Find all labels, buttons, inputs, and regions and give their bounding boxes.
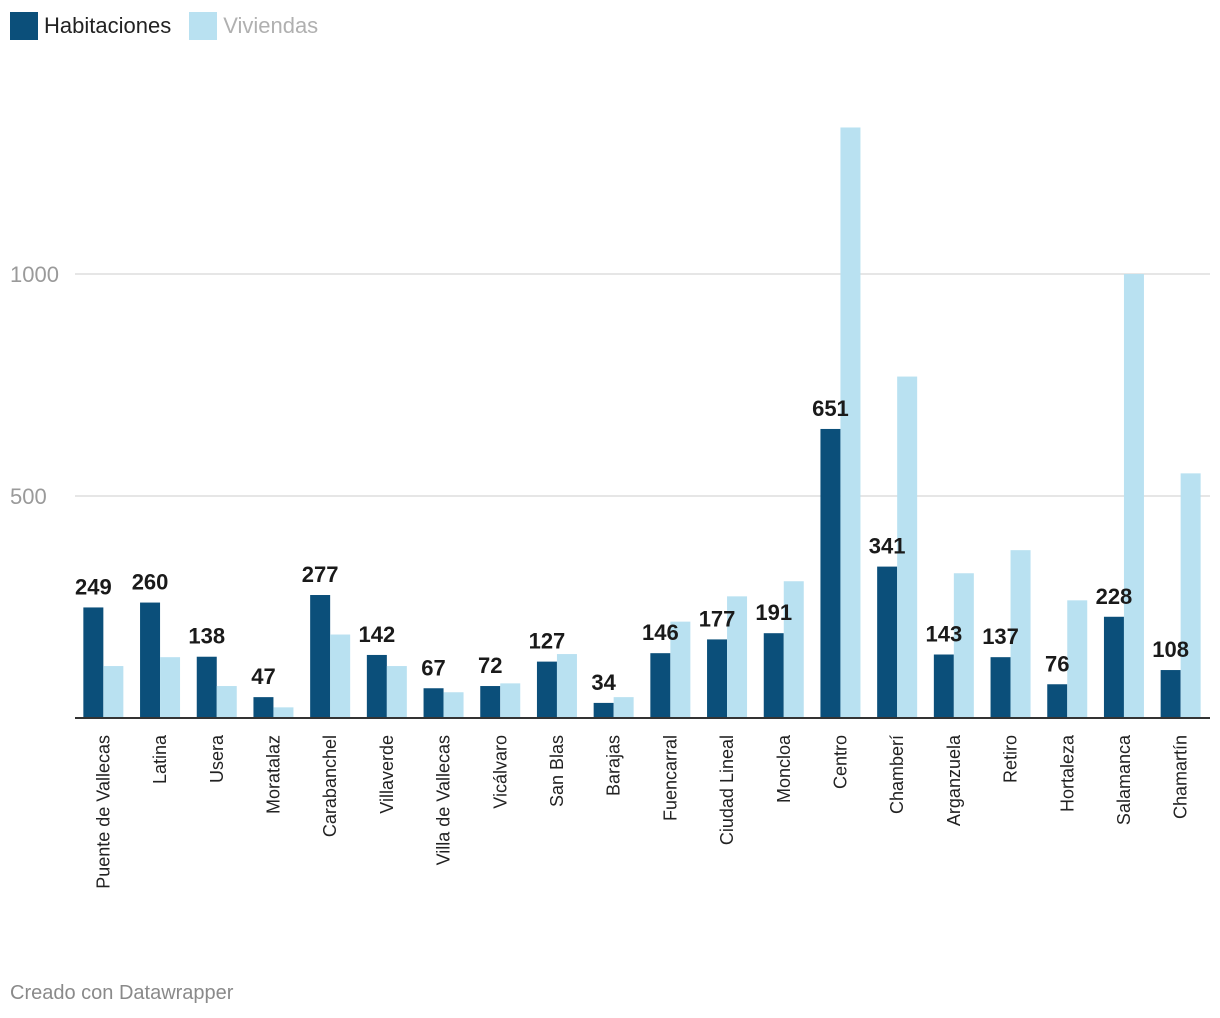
bar-habitaciones-retiro [990,657,1011,718]
bar-habitaciones-villa-de-vallecas [423,688,444,718]
bar-habitaciones-hortaleza [1047,684,1068,718]
legend-swatch-habitaciones [10,12,38,40]
bar-viviendas-fuencarral [670,621,691,718]
data-label-habitaciones-moratalaz: 47 [251,664,275,689]
x-tick-label-puente-de-vallecas: Puente de Vallecas [93,735,113,889]
bar-viviendas-chamberí [897,376,918,718]
bar-viviendas-ciudad-lineal [727,596,748,718]
bar-habitaciones-chamartín [1160,670,1181,718]
bar-viviendas-latina [160,657,181,718]
bar-habitaciones-san-blas [536,661,557,718]
bar-habitaciones-villaverde [366,654,387,718]
data-label-habitaciones-fuencarral: 146 [642,620,679,645]
data-label-habitaciones-salamanca: 228 [1096,584,1133,609]
bar-habitaciones-puente-de-vallecas [83,607,104,718]
y-tick-label-500: 500 [10,484,47,509]
legend: Habitaciones Viviendas [10,12,336,40]
bar-viviendas-moncloa [783,581,804,718]
bar-viviendas-moratalaz [273,707,294,718]
bar-viviendas-villa-de-vallecas [443,692,464,718]
bar-viviendas-retiro [1010,550,1031,718]
data-label-habitaciones-vicálvaro: 72 [478,653,502,678]
data-label-habitaciones-moncloa: 191 [755,600,792,625]
footer-credit: Creado con Datawrapper [10,982,234,1004]
bar-viviendas-barajas [613,697,634,718]
bar-viviendas-villaverde [386,666,407,718]
x-tick-label-moncloa: Moncloa [774,734,794,803]
data-label-habitaciones-carabanchel: 277 [302,562,339,587]
bar-viviendas-arganzuela [953,573,974,718]
bar-habitaciones-arganzuela [933,654,954,718]
bar-habitaciones-latina [140,602,161,718]
bar-viviendas-centro [840,127,861,719]
bar-viviendas-san-blas [556,654,577,718]
data-label-habitaciones-retiro: 137 [982,624,1019,649]
bar-viviendas-usera [216,686,237,718]
bar-habitaciones-salamanca [1103,616,1124,718]
bar-habitaciones-moncloa [763,633,784,718]
bar-viviendas-carabanchel [330,634,351,718]
x-tick-label-salamanca: Salamanca [1114,734,1134,825]
bar-habitaciones-ciudad-lineal [707,639,728,718]
data-label-habitaciones-latina: 260 [132,570,169,595]
bar-habitaciones-centro [820,428,841,718]
bar-habitaciones-chamberí [877,566,898,718]
bar-habitaciones-barajas [593,702,614,718]
data-label-habitaciones-usera: 138 [188,624,225,649]
x-tick-label-chamartín: Chamartín [1171,735,1191,819]
data-label-habitaciones-barajas: 34 [591,670,616,695]
x-tick-label-hortaleza: Hortaleza [1057,734,1077,812]
bar-habitaciones-usera [196,656,217,718]
bar-viviendas-salamanca [1123,274,1144,718]
legend-item-viviendas[interactable]: Viviendas [189,12,318,40]
x-tick-label-ciudad-lineal: Ciudad Lineal [717,735,737,845]
x-tick-label-san-blas: San Blas [547,735,567,807]
bar-habitaciones-vicálvaro [480,686,501,718]
x-tick-label-chamberí: Chamberí [887,735,907,814]
data-label-habitaciones-centro: 651 [812,396,849,421]
legend-label-viviendas: Viviendas [223,13,319,38]
bar-habitaciones-carabanchel [310,595,331,718]
x-tick-label-retiro: Retiro [1001,735,1021,783]
data-label-habitaciones-hortaleza: 76 [1045,651,1069,676]
x-tick-label-centro: Centro [830,735,850,789]
data-label-habitaciones-san-blas: 127 [529,629,566,654]
x-tick-label-moratalaz: Moratalaz [263,735,283,814]
bar-habitaciones-fuencarral [650,653,671,718]
bar-viviendas-puente-de-vallecas [103,666,124,718]
x-tick-label-villaverde: Villaverde [377,735,397,814]
data-label-habitaciones-villaverde: 142 [358,622,395,647]
x-tick-label-fuencarral: Fuencarral [660,735,680,821]
x-tick-label-usera: Usera [207,734,227,783]
legend-label-habitaciones: Habitaciones [44,13,172,38]
y-tick-label-1000: 1000 [10,262,59,287]
data-label-habitaciones-villa-de-vallecas: 67 [421,655,445,680]
data-label-habitaciones-chamartín: 108 [1152,637,1189,662]
x-tick-label-villa-de-vallecas: Villa de Vallecas [434,735,454,865]
bar-habitaciones-moratalaz [253,697,274,718]
data-label-habitaciones-ciudad-lineal: 177 [699,606,736,631]
bar-viviendas-hortaleza [1067,600,1088,718]
x-tick-label-vicálvaro: Vicálvaro [490,735,510,809]
x-tick-label-latina: Latina [150,734,170,784]
data-label-habitaciones-chamberí: 341 [869,534,906,559]
legend-item-habitaciones[interactable]: Habitaciones [10,12,171,40]
data-label-habitaciones-arganzuela: 143 [925,622,962,647]
bar-viviendas-chamartín [1180,473,1201,718]
x-tick-label-arganzuela: Arganzuela [944,734,964,826]
legend-swatch-viviendas [189,12,218,40]
x-tick-label-barajas: Barajas [604,735,624,796]
bar-viviendas-vicálvaro [500,683,521,718]
data-label-habitaciones-puente-de-vallecas: 249 [75,574,112,599]
x-tick-label-carabanchel: Carabanchel [320,735,340,837]
